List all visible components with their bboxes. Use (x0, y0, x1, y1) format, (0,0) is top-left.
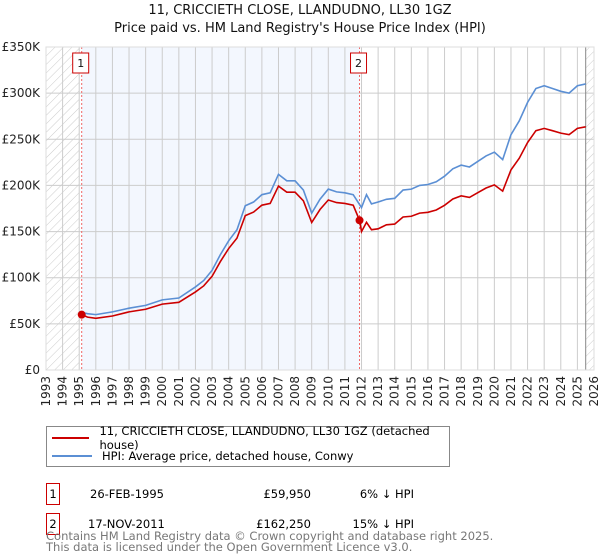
x-tick-label: 2000 (155, 376, 169, 407)
x-tick-label: 2004 (222, 376, 236, 407)
x-tick-label: 2005 (238, 376, 252, 407)
sale-label-box (72, 52, 90, 74)
price-chart: 1993 1994 1995 1996 1997 1998 1999 2000 2001 2002… (2, 40, 600, 407)
x-tick-label: 2012 (355, 376, 369, 407)
x-tick-label: 2018 (454, 376, 468, 407)
y-tick-label: £150K (2, 225, 42, 239)
chart-subtitle: Price paid vs. HM Land Registry's House … (114, 21, 486, 36)
x-tick-label: 1995 (72, 376, 86, 407)
x-tick-label: 1994 (56, 376, 70, 407)
sale-point (355, 216, 364, 225)
y-tick-label: £300K (2, 86, 42, 100)
sale-point (77, 310, 86, 319)
footer-copyright: Contains HM Land Registry data © Crown c… (46, 529, 494, 543)
x-tick-label: 2022 (521, 376, 535, 407)
x-tick-label: 2010 (321, 376, 335, 407)
x-tick-label: 2006 (255, 376, 269, 407)
x-tick-label: 1996 (89, 376, 103, 407)
sale-date: 17-NOV-2011 (88, 517, 165, 531)
legend-label-hpi: HPI: Average price, detached house, Conw… (102, 449, 354, 463)
sale-date: 26-FEB-1995 (90, 487, 164, 501)
x-tick-label: 2015 (404, 376, 418, 407)
x-tick-label: 2026 (587, 376, 600, 407)
x-tick-label: 1998 (122, 376, 136, 407)
chart-title: 11, CRICCIETH CLOSE, LLANDUDNO, LL30 1GZ (148, 3, 452, 18)
x-tick-label: 1997 (105, 376, 119, 407)
x-tick-label: 2023 (537, 376, 551, 407)
legend-label-property: 11, CRICCIETH CLOSE, LLANDUDNO, LL30 1GZ… (99, 424, 430, 452)
x-tick-label: 2017 (438, 376, 452, 407)
x-tick-label: 2001 (172, 376, 186, 407)
y-tick-label: £250K (2, 132, 42, 146)
y-tick-label: £50K (9, 317, 41, 331)
property-price-line (81, 126, 586, 320)
x-tick-label: 1999 (139, 376, 153, 407)
x-tick-label: 2014 (388, 376, 402, 407)
sale-row: 2 17-NOV-2011 £162,250 15% ↓ HPI (46, 513, 446, 535)
x-tick-label: 2011 (338, 376, 352, 407)
legend-swatch-hpi (52, 455, 92, 457)
x-tick-label: 2021 (504, 376, 518, 407)
x-tick-label: 1993 (39, 376, 53, 407)
plot-border (45, 46, 595, 371)
x-tick-label: 2007 (271, 376, 285, 407)
y-tick-label: £100K (2, 271, 42, 285)
sale-label: 1 (77, 57, 84, 70)
y-tick-label: £0 (25, 363, 40, 377)
x-tick-label: 2024 (554, 376, 568, 407)
sale-label-box (350, 52, 368, 74)
x-tick-label: 2002 (188, 376, 202, 407)
sale-number: 2 (46, 513, 60, 535)
y-tick-label: £200K (2, 178, 42, 192)
sale-price: £59,950 (263, 487, 311, 501)
hatched-region (585, 47, 594, 370)
sale-price: £162,250 (256, 517, 311, 531)
x-tick-label: 2003 (205, 376, 219, 407)
owned-period-shading (81, 47, 360, 370)
x-tick-label: 2013 (371, 376, 385, 407)
legend-swatch-property (52, 437, 90, 439)
sale-number: 1 (46, 483, 60, 505)
hpi-line (79, 83, 586, 316)
sale-label: 2 (355, 57, 362, 70)
legend: 11, CRICCIETH CLOSE, LLANDUDNO, LL30 1GZ… (46, 424, 450, 467)
y-tick-label: £350K (2, 40, 42, 54)
x-tick-label: 2009 (305, 376, 319, 407)
sale-delta: 15% ↓ HPI (352, 517, 414, 531)
x-tick-label: 2020 (487, 376, 501, 407)
x-tick-label: 2016 (421, 376, 435, 407)
x-tick-label: 2008 (288, 376, 302, 407)
sale-row: 1 26-FEB-1995 £59,950 6% ↓ HPI (46, 483, 446, 505)
sale-delta: 6% ↓ HPI (359, 487, 414, 501)
x-tick-label: 2025 (570, 376, 584, 407)
footer-licence: This data is licensed under the Open Gov… (46, 540, 413, 554)
x-tick-label: 2019 (471, 376, 485, 407)
